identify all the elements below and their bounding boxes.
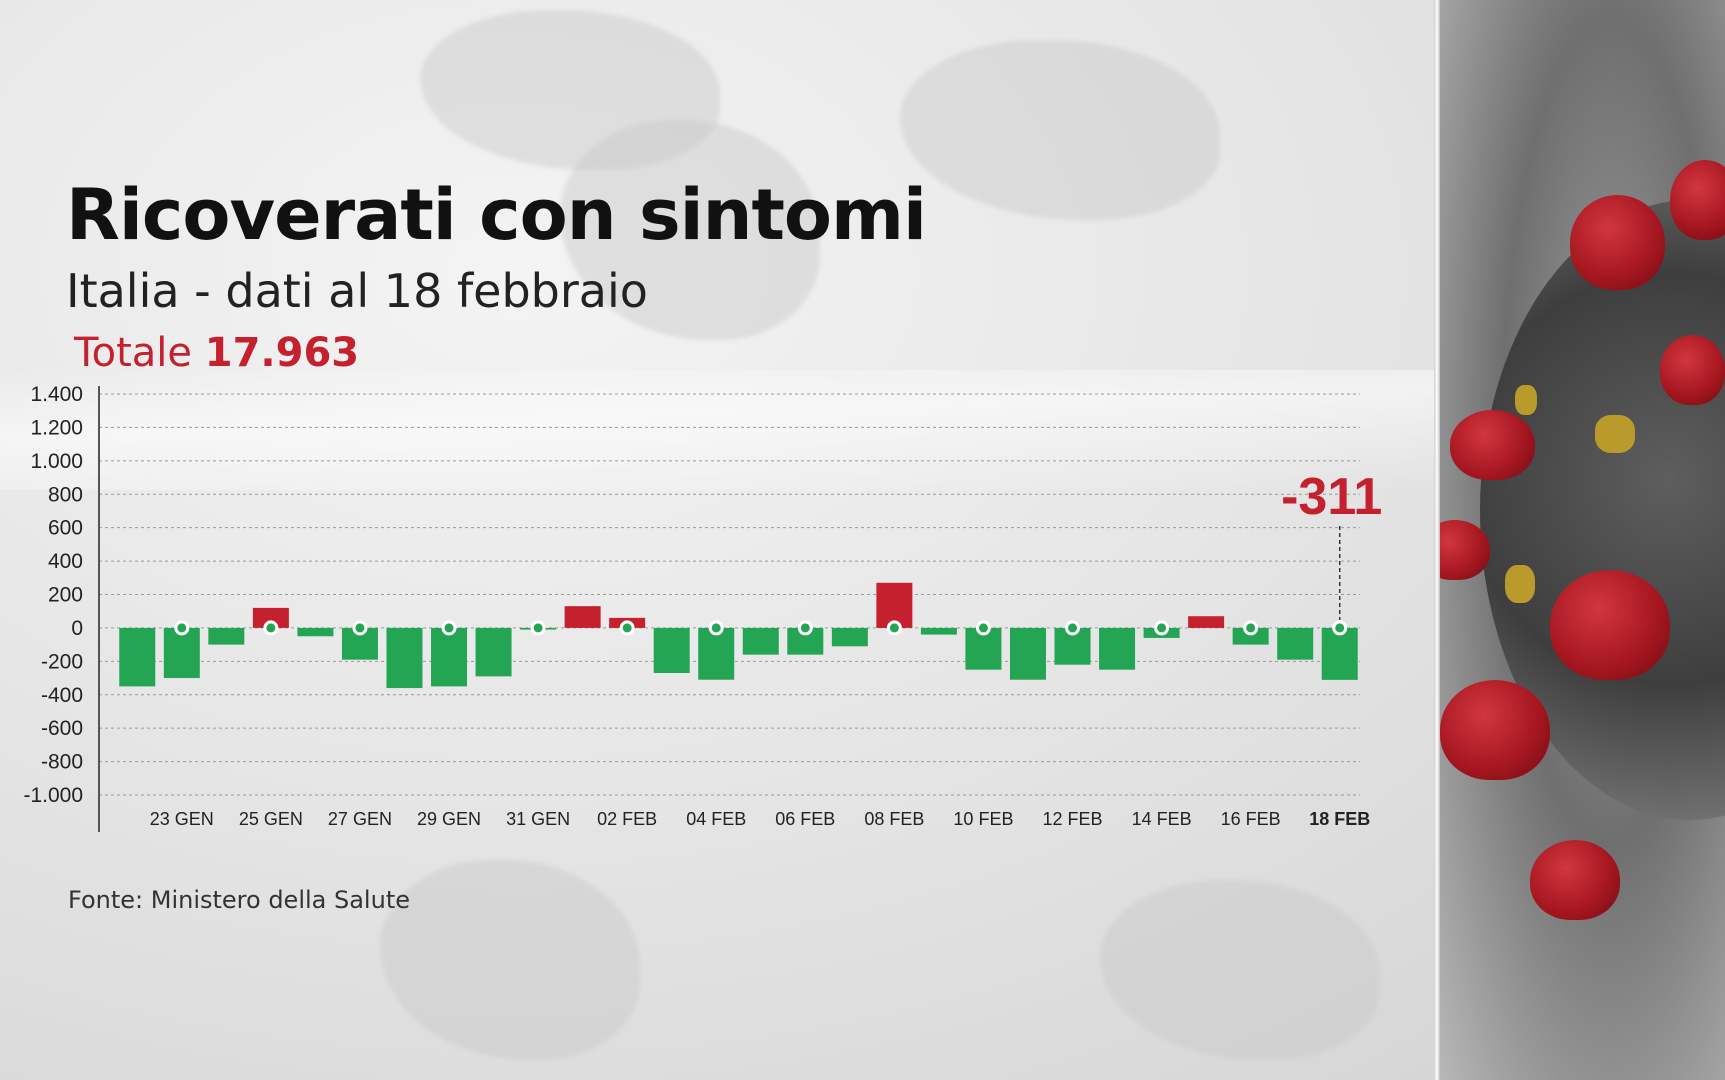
zero-marker [797, 620, 813, 636]
x-tick-label: 04 FEB [686, 809, 746, 829]
zero-marker [441, 620, 457, 636]
bar-chart: 1.400 1.200 1.000 800 600 400 200 0 -200 -400 -600… [23, 383, 1382, 832]
bar [119, 627, 156, 687]
zero-marker [1154, 620, 1170, 636]
zero-marker [619, 620, 635, 636]
y-tick-label: 1.200 [30, 416, 83, 439]
y-tick-label: -1.000 [23, 784, 83, 807]
zero-marker [708, 620, 724, 636]
tick-labels: 1.400 1.200 1.000 800 600 400 200 0 -200 -400 -600… [23, 383, 1370, 829]
coronavirus-image [1440, 0, 1725, 1080]
bar [920, 627, 957, 635]
total-label: Totale [74, 330, 193, 376]
y-tick-label: 200 [48, 584, 83, 607]
bar [252, 607, 289, 628]
bar [698, 627, 735, 680]
bar [1188, 616, 1225, 628]
x-tick-label: 18 FEB [1309, 809, 1370, 829]
zero-marker [352, 620, 368, 636]
bar [1321, 627, 1358, 680]
zero-marker [530, 620, 546, 636]
chart-title: Ricoverati con sintomi [66, 174, 927, 256]
callout: -311 [1281, 468, 1382, 620]
zero-marker [1243, 620, 1259, 636]
bar [876, 582, 913, 628]
x-tick-label: 02 FEB [597, 809, 657, 829]
source-note: Fonte: Ministero della Salute [68, 886, 410, 914]
world-map-shape [380, 860, 640, 1060]
y-tick-label: -400 [41, 684, 83, 707]
zero-marker [975, 620, 991, 636]
x-tick-label: 29 GEN [417, 809, 481, 829]
bar [1099, 627, 1136, 670]
x-tick-label: 23 GEN [150, 809, 214, 829]
x-tick-label: 25 GEN [239, 809, 303, 829]
world-map-shape [420, 10, 720, 170]
bar [831, 627, 868, 647]
bar [1232, 627, 1269, 645]
y-tick-label: 0 [71, 617, 83, 640]
zero-marker [1332, 620, 1348, 636]
y-tick-label: 800 [48, 483, 83, 506]
light-band [0, 370, 1440, 490]
zero-marker [886, 620, 902, 636]
world-map-shape [1100, 880, 1380, 1060]
y-tick-label: 1.000 [30, 450, 83, 473]
world-map-shape [900, 40, 1220, 220]
x-tick-label: 14 FEB [1132, 809, 1192, 829]
chart-subtitle: Italia - dati al 18 febbraio [66, 264, 648, 318]
grid-lines [99, 393, 1360, 796]
y-tick-label: -800 [41, 751, 83, 774]
zero-marker [174, 620, 190, 636]
x-tick-label: 16 FEB [1221, 809, 1281, 829]
markers [174, 620, 1348, 636]
bar [653, 627, 690, 674]
bar [386, 627, 423, 689]
y-tick-label: -600 [41, 717, 83, 740]
panel-divider [1434, 0, 1440, 1080]
zero-marker [1065, 620, 1081, 636]
bar [208, 627, 245, 645]
bar [475, 627, 512, 677]
total-line: Totale 17.963 [74, 333, 359, 373]
bar [431, 627, 468, 687]
y-tick-label: 600 [48, 517, 83, 540]
x-tick-label: 08 FEB [864, 809, 924, 829]
bar [297, 627, 334, 637]
bar [163, 627, 200, 679]
x-tick-label: 31 GEN [506, 809, 570, 829]
bar [1009, 627, 1046, 680]
callout-value: -311 [1281, 468, 1382, 526]
bar [742, 627, 779, 655]
x-tick-label: 10 FEB [953, 809, 1013, 829]
y-tick-label: 1.400 [30, 383, 83, 406]
bar [564, 606, 601, 628]
total-value: 17.963 [204, 330, 360, 376]
bars [119, 582, 1358, 689]
x-tick-label: 12 FEB [1043, 809, 1103, 829]
bar [1277, 627, 1314, 660]
world-map-shape [560, 120, 820, 340]
y-tick-label: -200 [41, 650, 83, 673]
zero-marker [263, 620, 279, 636]
x-tick-label: 27 GEN [328, 809, 392, 829]
x-tick-label: 06 FEB [775, 809, 835, 829]
y-tick-label: 400 [48, 550, 83, 573]
